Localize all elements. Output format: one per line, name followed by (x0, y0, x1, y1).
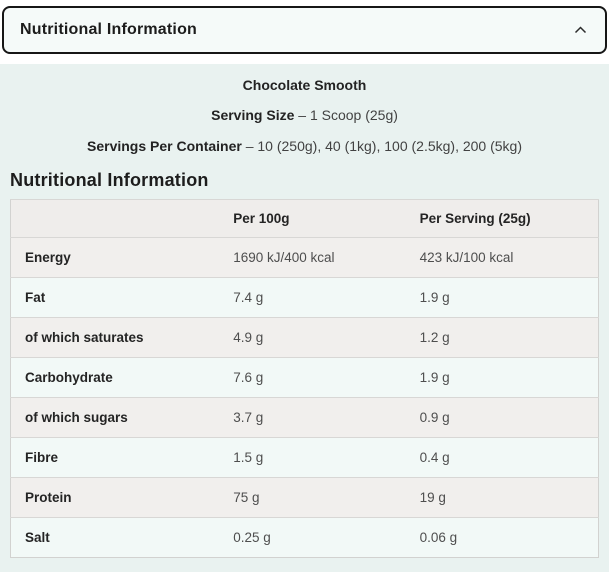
nutrient-value-per-100g: 75 g (219, 477, 406, 518)
nutritional-info-page: Nutritional Information Chocolate Smooth… (0, 6, 609, 572)
nutrient-value-per-serving: 0.4 g (405, 437, 599, 478)
servings-per-container-value: – 10 (250g), 40 (1kg), 100 (2.5kg), 200 … (245, 137, 522, 154)
table-row: of which sugars 3.7 g 0.9 g (10, 397, 599, 438)
nutrient-value-per-serving: 423 kJ/100 kcal (405, 237, 599, 278)
nutrient-value-per-serving: 1.9 g (405, 357, 599, 398)
nutrient-label: of which saturates (10, 317, 220, 358)
section-title: Nutritional Information (10, 170, 209, 191)
nutrient-label: Protein (10, 477, 220, 518)
servings-per-container-label: Servings Per Container (87, 137, 242, 154)
serving-size-line: Serving Size – 1 Scoop (25g) (10, 108, 599, 123)
accordion-title: Nutritional Information (20, 21, 198, 38)
nutrient-label: Fat (10, 277, 220, 318)
table-row: Energy 1690 kJ/400 kcal 423 kJ/100 kcal (10, 237, 599, 278)
column-header-nutrient (10, 199, 220, 238)
nutrient-value-per-100g: 0.25 g (219, 517, 406, 558)
serving-size-label: Serving Size (211, 107, 295, 124)
table-header-row: Per 100g Per Serving (25g) (10, 199, 599, 238)
nutrient-value-per-serving: 1.2 g (405, 317, 599, 358)
nutrient-value-per-100g: 3.7 g (219, 397, 406, 438)
table-row: of which saturates 4.9 g 1.2 g (10, 317, 599, 358)
nutrient-value-per-serving: 1.9 g (405, 277, 599, 318)
nutrient-label: Salt (10, 517, 220, 558)
nutrient-label: Fibre (10, 437, 220, 478)
nutrient-value-per-100g: 4.9 g (219, 317, 406, 358)
servings-per-container-line: Servings Per Container – 10 (250g), 40 (… (10, 137, 599, 154)
nutrient-label: Energy (10, 237, 220, 278)
nutrition-table: Per 100g Per Serving (25g) Energy 1690 k… (10, 199, 599, 559)
nutrient-label: of which sugars (10, 397, 220, 438)
table-row: Salt 0.25 g 0.06 g (10, 517, 599, 558)
nutritional-information-accordion-header[interactable]: Nutritional Information (2, 6, 607, 54)
nutrient-label: Carbohydrate (10, 357, 220, 398)
accordion-content-panel: Chocolate Smooth Serving Size – 1 Scoop … (0, 64, 609, 572)
nutrient-value-per-serving: 0.06 g (405, 517, 599, 558)
table-row: Fibre 1.5 g 0.4 g (10, 437, 599, 478)
flavour-name: Chocolate Smooth (242, 77, 367, 93)
nutrient-value-per-100g: 7.4 g (219, 277, 406, 318)
nutrient-value-per-100g: 1.5 g (219, 437, 406, 478)
table-row: Protein 75 g 19 g (10, 477, 599, 518)
serving-size-value: – 1 Scoop (25g) (298, 107, 398, 124)
nutrition-table-body: Energy 1690 kJ/400 kcal 423 kJ/100 kcal … (10, 237, 599, 558)
nutrient-value-per-serving: 19 g (405, 477, 599, 518)
table-row: Carbohydrate 7.6 g 1.9 g (10, 357, 599, 398)
nutrient-value-per-100g: 1690 kJ/400 kcal (219, 237, 406, 278)
chevron-up-icon (574, 26, 589, 34)
column-header-per-serving: Per Serving (25g) (405, 199, 599, 238)
column-header-per-100g: Per 100g (219, 199, 406, 238)
nutrient-value-per-100g: 7.6 g (219, 357, 406, 398)
nutrient-value-per-serving: 0.9 g (405, 397, 599, 438)
table-row: Fat 7.4 g 1.9 g (10, 277, 599, 318)
